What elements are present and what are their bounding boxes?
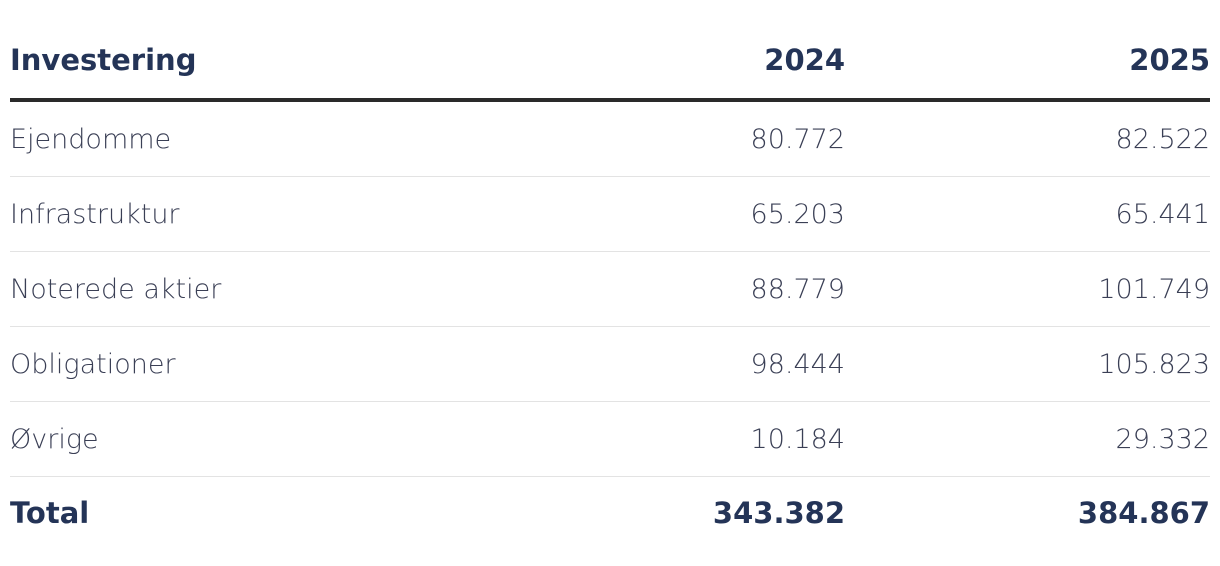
row-value-2025: 105.823: [1098, 348, 1210, 380]
row-value-2024: 65.203: [750, 198, 845, 230]
row-value-2024: 98.444: [750, 348, 845, 380]
header-2025: 2025: [1129, 43, 1210, 77]
row-value-2025: 82.522: [1115, 123, 1210, 155]
investment-table: Investering 2024 2025 Ejendomme 80.772 8…: [10, 22, 1210, 549]
row-value-2024: 80.772: [750, 123, 845, 155]
header-investering: Investering: [10, 43, 197, 77]
row-label: Ejendomme: [10, 123, 172, 155]
row-label: Obligationer: [10, 348, 176, 380]
row-value-2024: 88.779: [750, 273, 845, 305]
table-total-row: Total 343.382 384.867: [10, 477, 1210, 549]
row-label: Infrastruktur: [10, 198, 180, 230]
table-row: Noterede aktier 88.779 101.749: [10, 252, 1210, 327]
table-row: Obligationer 98.444 105.823: [10, 327, 1210, 402]
table-header-row: Investering 2024 2025: [10, 22, 1210, 102]
row-value-2024: 10.184: [750, 423, 845, 455]
row-label: Øvrige: [10, 423, 99, 455]
row-value-2025: 29.332: [1115, 423, 1210, 455]
total-label: Total: [10, 496, 90, 530]
table-row: Infrastruktur 65.203 65.441: [10, 177, 1210, 252]
total-value-2025: 384.867: [1077, 496, 1210, 530]
table-row: Ejendomme 80.772 82.522: [10, 102, 1210, 177]
total-value-2024: 343.382: [712, 496, 845, 530]
header-2024: 2024: [764, 43, 845, 77]
row-value-2025: 101.749: [1098, 273, 1210, 305]
table-row: Øvrige 10.184 29.332: [10, 402, 1210, 477]
row-label: Noterede aktier: [10, 273, 222, 305]
row-value-2025: 65.441: [1115, 198, 1210, 230]
